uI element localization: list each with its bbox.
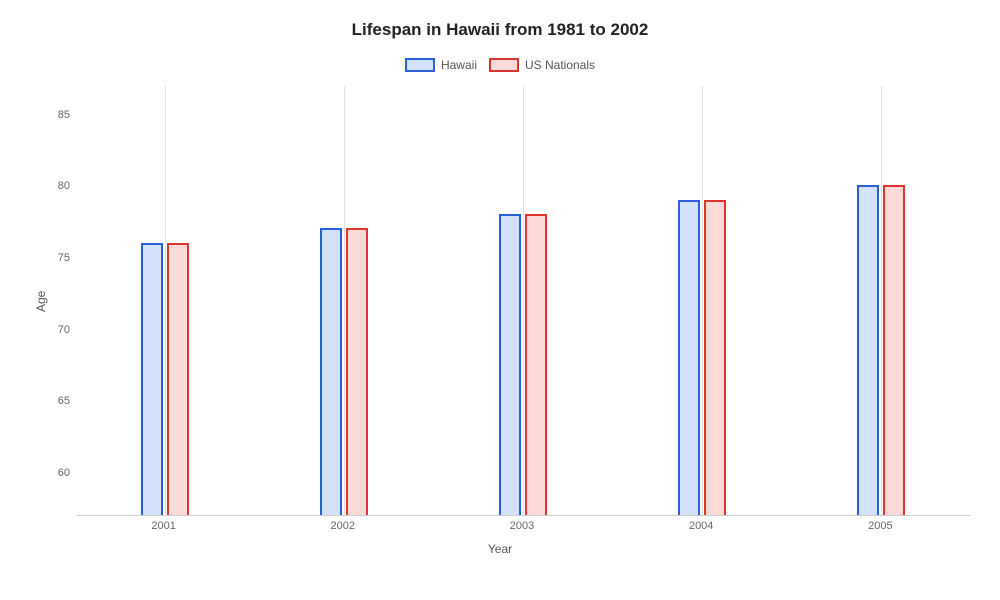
plot-area <box>76 86 970 516</box>
bar-group <box>320 228 368 515</box>
bar <box>320 228 342 515</box>
x-ticks: 2001 2002 2003 2004 2005 <box>74 516 970 536</box>
y-ticks: 60 65 70 75 80 85 <box>48 86 76 516</box>
x-axis-label: Year <box>30 542 970 556</box>
bar <box>704 200 726 515</box>
plot-row: Age 60 65 70 75 80 85 <box>30 86 970 516</box>
bar-group <box>678 200 726 515</box>
x-tick-label: 2004 <box>689 520 713 532</box>
legend: Hawaii US Nationals <box>30 58 970 72</box>
bar <box>883 185 905 515</box>
x-tick-label: 2001 <box>151 520 175 532</box>
x-tick-label: 2002 <box>331 520 355 532</box>
x-tick-label: 2003 <box>510 520 534 532</box>
chart-title: Lifespan in Hawaii from 1981 to 2002 <box>30 20 970 40</box>
legend-label-us: US Nationals <box>525 58 595 72</box>
x-tick-label: 2005 <box>868 520 892 532</box>
bar-group <box>499 214 547 515</box>
legend-item-us: US Nationals <box>489 58 595 72</box>
bar <box>167 243 189 515</box>
y-tick-label: 65 <box>58 395 70 407</box>
bar-group <box>857 185 905 515</box>
bar <box>525 214 547 515</box>
legend-label-hawaii: Hawaii <box>441 58 477 72</box>
chart-container: Lifespan in Hawaii from 1981 to 2002 Haw… <box>0 0 1000 600</box>
bar <box>346 228 368 515</box>
legend-item-hawaii: Hawaii <box>405 58 477 72</box>
bar <box>141 243 163 515</box>
y-axis-label: Age <box>30 86 48 516</box>
bar <box>499 214 521 515</box>
y-tick-label: 80 <box>58 180 70 192</box>
y-tick-label: 70 <box>58 324 70 336</box>
bar-group <box>141 243 189 515</box>
legend-swatch-us <box>489 58 519 72</box>
y-tick-label: 75 <box>58 252 70 264</box>
y-tick-label: 60 <box>58 467 70 479</box>
legend-swatch-hawaii <box>405 58 435 72</box>
y-tick-label: 85 <box>58 109 70 121</box>
bar <box>678 200 700 515</box>
bar <box>857 185 879 515</box>
